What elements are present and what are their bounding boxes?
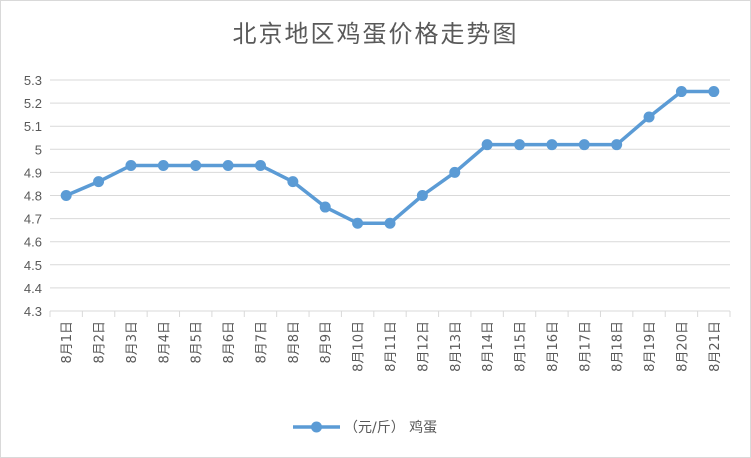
data-point — [254, 159, 266, 171]
data-point — [222, 159, 234, 171]
x-tick-label: 8月7日 — [254, 321, 269, 364]
data-point — [416, 190, 428, 201]
x-tick-label: 8月6日 — [222, 321, 237, 364]
series-eggs — [60, 86, 720, 229]
data-point — [514, 139, 526, 151]
data-point — [675, 86, 687, 98]
x-tick-label: 8月4日 — [157, 321, 172, 364]
x-tick-label: 8月14日 — [481, 321, 496, 372]
y-tick-label: 5.3 — [24, 73, 42, 88]
data-point — [449, 166, 461, 178]
x-tick-label: 8月13日 — [449, 321, 464, 372]
y-tick-label: 5 — [35, 142, 42, 157]
x-tick-label: 8月2日 — [93, 321, 108, 364]
data-point — [352, 217, 364, 229]
y-tick-label: 4.5 — [24, 258, 42, 273]
x-tick-label: 8月5日 — [190, 321, 205, 364]
x-tick-label: 8月18日 — [611, 321, 626, 372]
x-tick-label: 8月15日 — [514, 321, 529, 372]
data-point — [578, 139, 590, 151]
x-tick-label: 8月21日 — [708, 321, 723, 372]
data-point — [611, 139, 623, 151]
chart-title: 北京地区鸡蛋价格走势图 — [232, 20, 519, 48]
data-point — [125, 159, 137, 171]
x-tick-label: 8月19日 — [643, 321, 658, 372]
legend-marker — [311, 421, 322, 433]
y-tick-label: 5.1 — [24, 119, 42, 134]
data-point — [546, 139, 558, 151]
x-tick-label: 8月16日 — [546, 321, 561, 372]
y-tick-label: 5.2 — [24, 96, 42, 111]
x-tick-label: 8月17日 — [578, 321, 593, 372]
y-tick-label: 4.6 — [24, 235, 42, 250]
y-tick-label: 4.7 — [24, 212, 42, 227]
y-tick-label: 4.8 — [24, 189, 42, 204]
data-point — [643, 111, 655, 123]
x-tick-label: 8月11日 — [384, 321, 399, 372]
y-tick-label: 4.3 — [24, 304, 42, 319]
data-point — [190, 159, 202, 171]
legend: （元/斤） 鸡蛋 — [293, 419, 437, 436]
data-point — [287, 176, 299, 188]
x-tick-label: 8月3日 — [125, 321, 140, 364]
y-axis-ticks: 4.3 4.4 4.5 4.6 4.7 4.8 4.9 5 5.1 5.2 5.3 — [24, 73, 42, 319]
x-tick-label: 8月9日 — [319, 321, 334, 364]
x-tick-label: 8月20日 — [675, 321, 690, 372]
data-point — [93, 176, 105, 188]
x-tick-label: 8月12日 — [416, 321, 431, 372]
data-point — [157, 159, 169, 171]
data-point — [319, 201, 331, 213]
x-axis-ticks: 8月1日 8月2日 8月3日 8月4日 8月5日 8月6日 8月7日 8月8日 8月9日 8月10… — [60, 321, 723, 372]
x-tick-label: 8月1日 — [60, 321, 75, 364]
y-tick-label: 4.4 — [24, 281, 42, 296]
x-tick-label: 8月8日 — [287, 321, 302, 364]
x-tick-label: 8月10日 — [352, 321, 367, 372]
data-point — [481, 139, 493, 151]
data-point — [708, 86, 720, 98]
legend-label: （元/斤） 鸡蛋 — [344, 419, 437, 436]
data-point — [60, 190, 72, 201]
y-tick-label: 4.9 — [24, 165, 42, 180]
series-line — [65, 89, 714, 225]
data-point — [384, 217, 396, 229]
grid-lines — [49, 79, 731, 317]
